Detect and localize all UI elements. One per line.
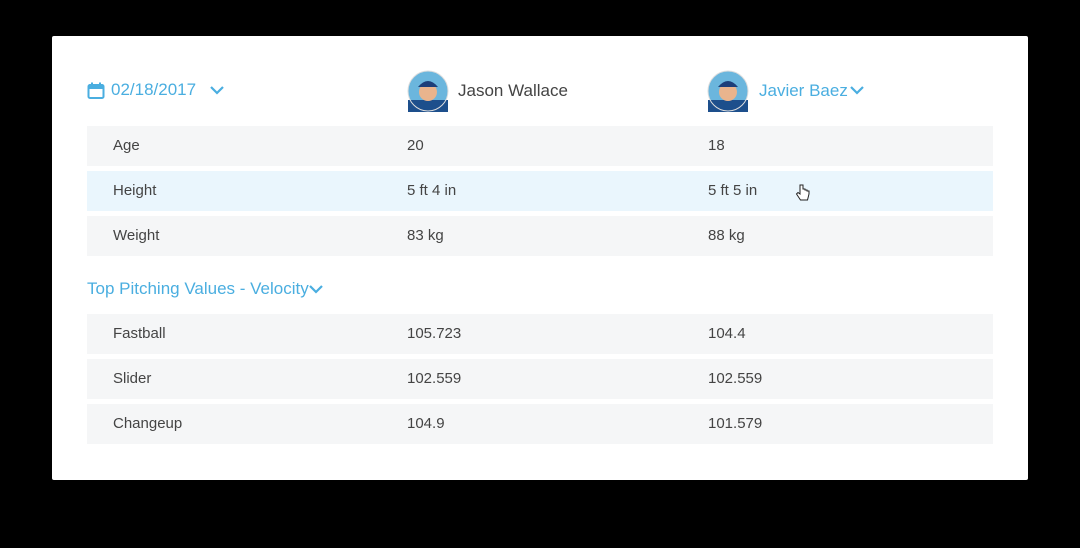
label-cell: Age <box>113 137 140 154</box>
cursor <box>795 184 810 201</box>
value-cell: 18 <box>708 137 725 154</box>
value-cell: 102.559 <box>407 370 462 387</box>
label-cell: Weight <box>113 227 160 244</box>
label-cell: Slider <box>113 370 152 387</box>
chevron[interactable] <box>308 283 324 295</box>
value-cell: 101.579 <box>708 415 763 432</box>
calendar-icon <box>87 82 105 99</box>
date[interactable]: 02/18/2017 <box>111 80 197 99</box>
table-row[interactable]: Fastball 105.723 104.4 <box>87 314 993 354</box>
value-cell: 104.9 <box>407 415 445 432</box>
table-row[interactable]: Height 5 ft 4 in 5 ft 5 in <box>87 171 993 211</box>
section-title[interactable]: Top Pitching Values - Velocity <box>87 279 309 298</box>
avatar <box>407 70 449 112</box>
value-cell: 20 <box>407 137 424 154</box>
chevron[interactable] <box>849 84 865 96</box>
label-cell: Height <box>113 182 157 199</box>
table-row[interactable]: Changeup 104.9 101.579 <box>87 404 993 444</box>
value-cell: 105.723 <box>407 325 462 342</box>
comparison-card: 02/18/2017 Jason Wallace Javier Baez Age… <box>52 36 1028 480</box>
avatar <box>707 70 749 112</box>
chevron[interactable] <box>209 84 225 96</box>
value-cell: 83 kg <box>407 227 444 244</box>
label-cell: Fastball <box>113 325 166 342</box>
table-row[interactable]: Age 20 18 <box>87 126 993 166</box>
date-picker[interactable]: 02/18/2017 <box>111 75 196 105</box>
table-row[interactable]: Weight 83 kg 88 kg <box>87 216 993 256</box>
player-select[interactable]: Javier Baez <box>759 81 848 100</box>
value-cell: 5 ft 4 in <box>407 182 457 199</box>
value-cell: 88 kg <box>708 227 745 244</box>
table-row[interactable]: Slider 102.559 102.559 <box>87 359 993 399</box>
value-cell: 102.559 <box>708 370 763 387</box>
label-cell: Changeup <box>113 415 183 432</box>
player-name: Jason Wallace <box>458 81 568 100</box>
value-cell: 104.4 <box>708 325 746 342</box>
value-cell: 5 ft 5 in <box>708 182 758 199</box>
